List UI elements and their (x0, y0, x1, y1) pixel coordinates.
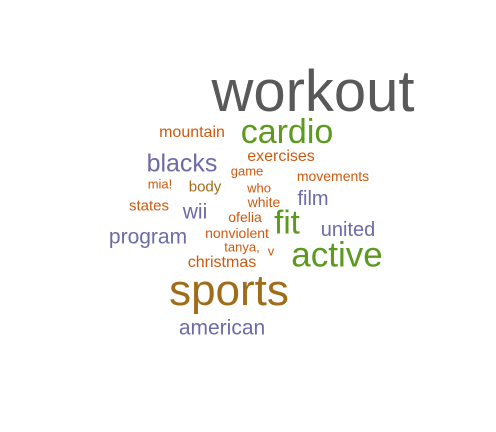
word-mia: mia! (147, 176, 173, 192)
word-program: program (108, 225, 188, 249)
word-fit: fit (274, 203, 300, 241)
word-blacks: blacks (146, 149, 218, 178)
word-american: american (178, 316, 266, 340)
word-movements: movements (296, 168, 370, 184)
word-sports: sports (169, 266, 289, 315)
word-v: v (267, 243, 275, 259)
word-game: game (230, 163, 264, 179)
word-states: states (128, 197, 170, 215)
word-cardio: cardio (240, 113, 334, 151)
word-nonviolent: nonviolent (205, 225, 269, 241)
word-who: who (247, 180, 271, 196)
word-workout: workout (211, 59, 415, 124)
word-body: body (188, 178, 222, 196)
word-christmas: christmas (187, 254, 257, 271)
word-white: white (247, 194, 281, 210)
word-united: united (320, 219, 376, 241)
word-exercises: exercises (247, 148, 315, 165)
word-wii: wii (182, 200, 208, 224)
word-active: active (291, 235, 383, 275)
word-ofelia: ofelia (228, 209, 262, 225)
word-film: film (297, 188, 329, 210)
word-mountain: mountain (159, 124, 225, 141)
word-tanya: tanya, (224, 239, 260, 255)
